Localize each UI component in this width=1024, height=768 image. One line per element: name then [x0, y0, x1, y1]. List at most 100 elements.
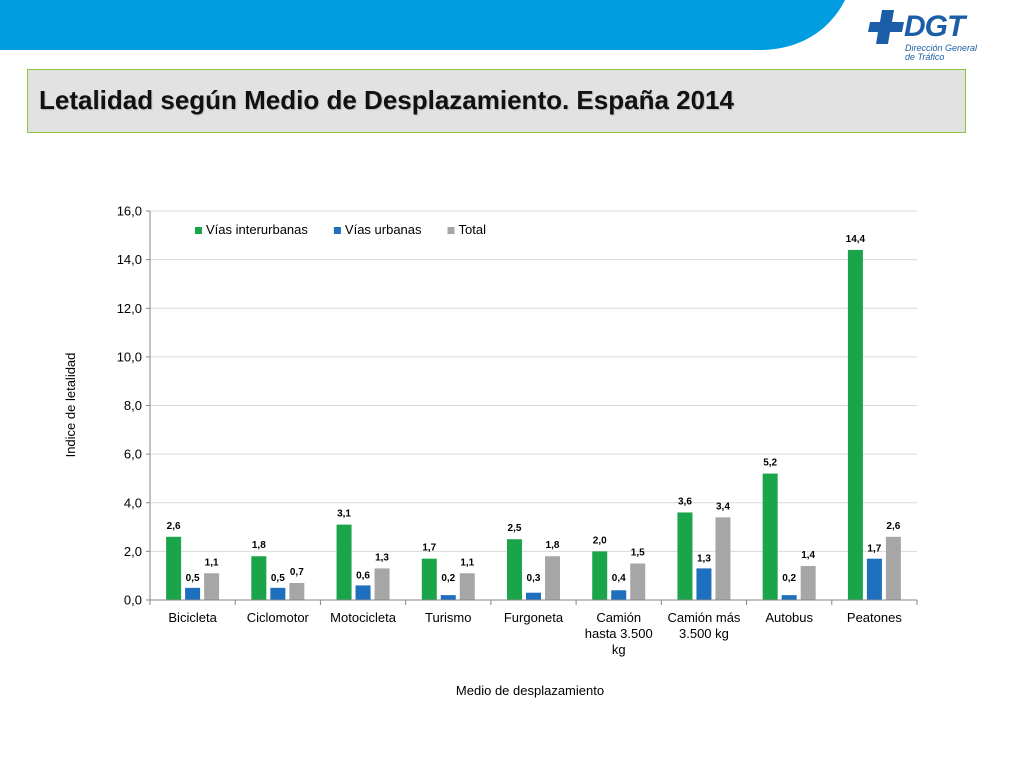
bar: [847, 249, 863, 600]
data-label: 0,5: [271, 573, 285, 584]
y-tick-label: 0,0: [124, 593, 142, 608]
bar: [459, 573, 475, 600]
data-label: 0,5: [186, 573, 200, 584]
x-tick-label: Turismo: [425, 610, 471, 625]
bar: [885, 536, 901, 600]
data-label: 1,7: [867, 544, 881, 555]
x-tick-label-line: Bicicleta: [168, 610, 217, 625]
bar: [440, 595, 456, 600]
bar: [336, 524, 352, 600]
header-band: [0, 0, 845, 50]
y-axis-label: Indice de letalidad: [63, 353, 78, 458]
bar: [251, 556, 267, 600]
bar: [355, 585, 371, 600]
bar: [630, 563, 646, 600]
legend: Vías interurbanas Vías urbanas Total: [195, 222, 486, 237]
x-tick-label: Motocicleta: [330, 610, 397, 625]
bar: [526, 592, 541, 600]
bar: [289, 582, 305, 600]
x-tick-label-line: Turismo: [425, 610, 471, 625]
data-label: 2,6: [886, 521, 900, 532]
x-tick-label-line: kg: [612, 642, 626, 657]
bar: [696, 568, 712, 600]
logo-word: DGT: [904, 10, 965, 43]
x-tick-label-line: Peatones: [847, 610, 902, 625]
y-tick-label: 10,0: [117, 349, 142, 364]
data-label: 1,3: [697, 553, 711, 564]
data-label: 5,2: [763, 458, 777, 469]
dgt-logo-icon: [868, 10, 904, 44]
x-tick-label: Peatones: [847, 610, 902, 625]
legend-swatch: [333, 227, 341, 234]
data-label: 1,3: [375, 552, 389, 563]
x-tick-label: Bicicleta: [168, 610, 217, 625]
bar: [270, 587, 286, 600]
bar: [715, 517, 731, 600]
data-label: 0,7: [290, 567, 304, 578]
legend-swatch: [447, 227, 455, 234]
dgt-logo: DGT Dirección General de Tráfico: [868, 6, 998, 68]
y-tick-label: 14,0: [117, 252, 142, 267]
y-tick-label: 16,0: [117, 204, 142, 219]
x-tick-label-line: hasta 3.500: [585, 626, 653, 641]
y-tick-label: 4,0: [124, 495, 142, 510]
data-label: 0,6: [356, 570, 370, 581]
logo-subtitle: Dirección General de Tráfico: [905, 44, 985, 62]
bar: [421, 558, 437, 600]
bar: [611, 590, 627, 600]
x-tick-label: Furgoneta: [504, 610, 564, 625]
legend-label: Vías interurbanas: [206, 222, 308, 237]
header-band-shape: [0, 0, 845, 50]
data-label: 3,1: [337, 509, 351, 520]
data-label: 1,4: [801, 550, 815, 561]
x-tick-label-line: Ciclomotor: [247, 610, 310, 625]
data-label: 1,5: [631, 548, 645, 559]
data-label: 0,3: [527, 573, 541, 584]
data-label: 2,6: [167, 521, 181, 532]
data-label: 1,1: [205, 557, 219, 568]
data-label: 1,8: [252, 540, 266, 551]
data-label: 2,0: [593, 535, 607, 546]
y-tick-label: 2,0: [124, 544, 142, 559]
bar: [545, 556, 560, 600]
data-label: 0,2: [441, 573, 455, 584]
bar: [781, 595, 797, 600]
page-title: Letalidad según Medio de Desplazamiento.…: [39, 85, 734, 115]
bar: [166, 536, 182, 600]
data-label: 3,6: [678, 496, 692, 507]
y-tick-label: 12,0: [117, 301, 142, 316]
data-label: 1,7: [422, 543, 436, 554]
legend-swatch: [195, 227, 202, 234]
x-tick-label: Camión más 3.500 kg: [667, 610, 740, 641]
data-label: 3,4: [716, 501, 730, 512]
legend-label: Vías urbanas: [345, 222, 422, 237]
x-tick-label: Autobus: [765, 610, 813, 625]
bar: [507, 539, 522, 600]
bar: [204, 573, 220, 600]
data-label: 14,4: [846, 234, 866, 245]
data-label: 0,2: [782, 573, 796, 584]
x-axis-label: Medio de desplazamiento: [456, 683, 604, 698]
grid-lines: [150, 210, 917, 552]
bar: [677, 512, 693, 600]
data-label: 1,1: [460, 557, 474, 568]
bar: [185, 587, 201, 600]
bar: [800, 565, 816, 600]
bar: [374, 568, 390, 600]
y-tick-label: 8,0: [124, 398, 142, 413]
legend-label: Total: [459, 222, 487, 237]
x-tick-label-line: Furgoneta: [504, 610, 564, 625]
logo-subtitle-line2: de Tráfico: [905, 52, 945, 62]
data-label: 0,4: [612, 573, 626, 584]
title-box: Letalidad según Medio de Desplazamiento.…: [27, 69, 966, 133]
x-tick-label: Camión hasta 3.500 kg: [585, 610, 653, 657]
x-tick-label: Ciclomotor: [247, 610, 310, 625]
bar: [592, 551, 608, 600]
x-tick-label-line: Motocicleta: [330, 610, 397, 625]
logo-subtitle-line1: Dirección General: [905, 43, 978, 53]
data-label: 1,8: [546, 540, 560, 551]
bar: [866, 558, 882, 600]
data-label: 2,5: [508, 523, 522, 534]
x-tick-label-line: 3.500 kg: [679, 626, 729, 641]
